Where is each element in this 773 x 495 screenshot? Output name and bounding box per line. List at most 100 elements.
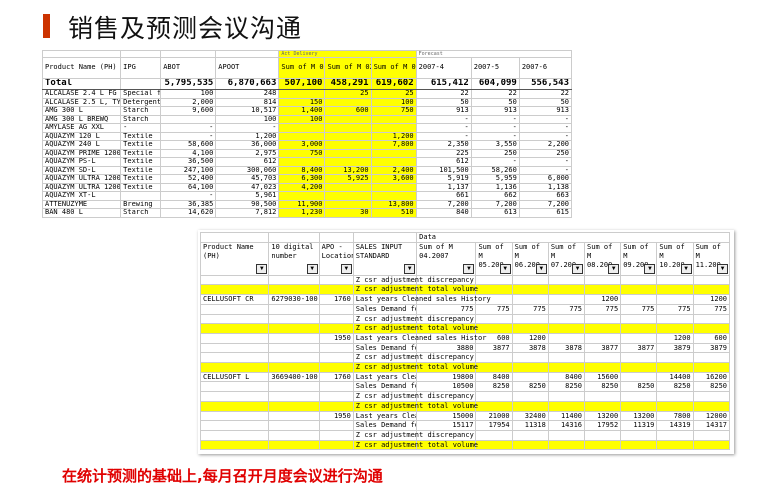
- table-cell: Last years Cleaned sales Histor: [352, 332, 486, 344]
- table-cell: [620, 332, 658, 344]
- table-cell: ALCALASE 2.4 L FG: [41, 89, 122, 99]
- table-cell: Z csr adjustment total volume: [352, 323, 478, 334]
- table-cell: 8,400: [278, 165, 326, 175]
- table-cell: 12000: [692, 410, 731, 422]
- table-cell: BAN 480 L: [41, 208, 122, 218]
- filter-dropdown-icon[interactable]: ▼: [608, 263, 620, 274]
- table-cell: [656, 274, 694, 286]
- filter-dropdown-icon[interactable]: ▼: [535, 263, 547, 274]
- table-cell: 250: [518, 148, 573, 158]
- table-cell: AQUAZYM PS-L: [41, 157, 122, 167]
- total-row: Total 5,795,535 6,870,663 507,100 458,291 619…: [41, 78, 573, 90]
- table-cell: [268, 313, 320, 325]
- total-cell: 507,100: [278, 78, 326, 90]
- column-header-label: Sum of M 11.200: [695, 242, 721, 269]
- table-row: Sales Demand fo 775 775 775 775 775 775 775 775: [199, 303, 731, 315]
- filter-dropdown-icon[interactable]: ▼: [306, 263, 318, 274]
- filter-dropdown-icon[interactable]: ▼: [256, 263, 268, 274]
- table-cell: 100: [278, 114, 326, 124]
- filter-dropdown-icon[interactable]: ▼: [404, 263, 416, 274]
- table-cell: 600: [324, 106, 372, 116]
- table-cell: 3879: [656, 342, 694, 354]
- table-cell: 8250: [511, 381, 549, 393]
- table-cell: AQUAZYM ULTRA 1200 N: [41, 182, 122, 192]
- table-cell: [475, 284, 513, 296]
- table-cell: Last years Clea: [352, 410, 418, 422]
- table-cell: [370, 148, 417, 158]
- table-cell: 1950: [318, 410, 354, 422]
- filter-dropdown-icon[interactable]: ▼: [680, 263, 692, 274]
- table-cell: 25: [324, 89, 372, 99]
- table-cell: [620, 284, 658, 296]
- column-header: 10 digital number ▼: [268, 241, 320, 276]
- table-cell: 3877: [620, 342, 658, 354]
- table-row: Z csr adjustment total volume: [199, 439, 731, 451]
- table-cell: ALCALASE 2.5 L, TYPE: [41, 97, 122, 107]
- table-row: AQUAZYM 240 L Textile 58,600 36,000 3,000 7,8…: [41, 140, 573, 150]
- filter-dropdown-icon[interactable]: ▼: [463, 263, 475, 274]
- table-cell: [692, 362, 731, 373]
- table-cell: Last years Clea: [352, 371, 418, 383]
- table-row: Sales Demand fo 10500 8250 8250 8250 8250 8250…: [199, 381, 731, 393]
- table-cell: 8250: [584, 381, 622, 393]
- table-cell: 3879: [692, 342, 731, 354]
- table-cell: 913: [415, 106, 472, 116]
- table-cell: 5,961: [215, 191, 280, 201]
- table-cell: [324, 191, 372, 201]
- table-cell: 7,200: [518, 199, 573, 209]
- table-cell: 101,500: [415, 165, 472, 175]
- table-cell: [199, 391, 270, 402]
- column-header: Sum of M 01.2007: [278, 57, 326, 79]
- table-row: Z csr adjustment total volume: [199, 323, 731, 334]
- table-cell: 2,200: [518, 140, 573, 150]
- table-cell: [318, 391, 354, 402]
- table-cell: Detergent: [120, 97, 162, 107]
- table-cell: [278, 123, 326, 133]
- filter-dropdown-icon[interactable]: ▼: [572, 263, 584, 274]
- table-cell: [318, 400, 354, 412]
- table-row: Z csr adjustment discrepancy: [199, 274, 731, 286]
- table-cell: Starch: [120, 106, 162, 116]
- table-cell: 250: [470, 148, 520, 158]
- filter-dropdown-icon[interactable]: ▼: [644, 263, 656, 274]
- table-cell: Starch: [120, 114, 162, 124]
- table-cell: [318, 313, 354, 325]
- table-cell: 814: [215, 97, 280, 107]
- table-cell: Z csr adjustment total volume: [352, 284, 478, 296]
- table-cell: [656, 429, 694, 441]
- table-cell: [620, 274, 658, 286]
- table-cell: 1,230: [278, 208, 326, 218]
- table-cell: AQUAZYM ULTRA 1200 L: [41, 174, 122, 184]
- table-cell: [324, 157, 372, 167]
- table-cell: [318, 429, 354, 441]
- table-cell: CELLUSOFT L: [199, 371, 270, 383]
- table-cell: [268, 303, 320, 315]
- table-cell: 11,900: [278, 199, 326, 209]
- column-header: ABOT: [160, 57, 217, 79]
- table-row: ATTENUZYME Brewing 36,385 90,500 11,900 13,80…: [41, 199, 573, 209]
- table-cell: 7,200: [415, 199, 472, 209]
- table-cell: [199, 303, 270, 315]
- table-cell: [584, 352, 622, 364]
- filter-dropdown-icon[interactable]: ▼: [340, 263, 352, 274]
- table-cell: 750: [278, 148, 326, 158]
- filter-dropdown-icon[interactable]: ▼: [499, 263, 511, 274]
- table-cell: [268, 284, 320, 296]
- table-row: AQUAZYM PS-L Textile 36,500 612 612- -: [41, 157, 573, 167]
- table-cell: [278, 157, 326, 167]
- total-cell: 458,291: [324, 78, 372, 90]
- table-row: Z csr adjustment total volume: [199, 284, 731, 296]
- table-cell: 775: [620, 303, 658, 315]
- table-cell: 1,137: [415, 182, 472, 192]
- table-cell: [547, 332, 586, 344]
- table-cell: -: [120, 123, 162, 133]
- table-cell: 14316: [547, 420, 586, 431]
- table-cell: 8400: [547, 371, 586, 383]
- table-cell: [199, 342, 270, 354]
- filter-dropdown-icon[interactable]: ▼: [717, 263, 728, 274]
- table-cell: Z csr adjustment discrepancy: [352, 391, 474, 402]
- table-cell: [656, 313, 694, 325]
- table-cell: [120, 191, 162, 201]
- table-cell: 662: [470, 191, 520, 201]
